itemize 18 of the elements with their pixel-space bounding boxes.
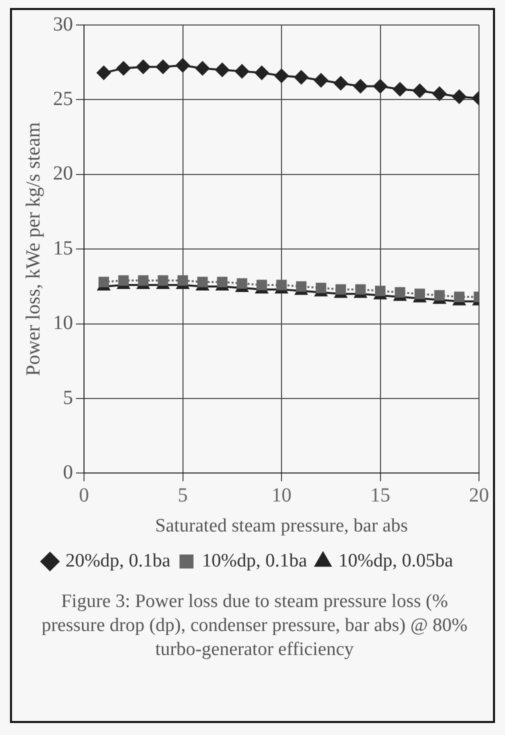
y-tick-label: 25: [53, 88, 73, 110]
x-tick-label: 15: [370, 484, 390, 506]
legend-label: 20%dp, 0.1ba: [65, 550, 172, 572]
y-tick-label: 5: [63, 386, 73, 409]
legend-label: 10%dp, 0.05ba: [338, 550, 454, 572]
y-tick-label: 0: [63, 461, 73, 484]
caption: Figure 3: Power loss due to steam pressure loss (% pressure drop (dp), condenser pressure, bar abs) @ 80% turbo-generator efficiency: [40, 590, 468, 662]
y-tick-label: 20: [53, 162, 73, 185]
y-axis-title: Power loss, kWe per kg/s steam: [22, 122, 44, 376]
x-tick-label: 0: [79, 484, 89, 506]
y-tick-label: 30: [53, 13, 73, 36]
y-tick-label: 15: [53, 237, 73, 260]
x-tick-label: 10: [272, 484, 292, 506]
x-tick-label: 20: [469, 484, 489, 506]
y-tick-label: 10: [53, 312, 73, 334]
x-axis-title: Saturated steam pressure, bar abs: [155, 516, 408, 537]
legend-label: 10%dp, 0.1ba: [202, 550, 308, 572]
x-tick-label: 5: [178, 484, 188, 506]
